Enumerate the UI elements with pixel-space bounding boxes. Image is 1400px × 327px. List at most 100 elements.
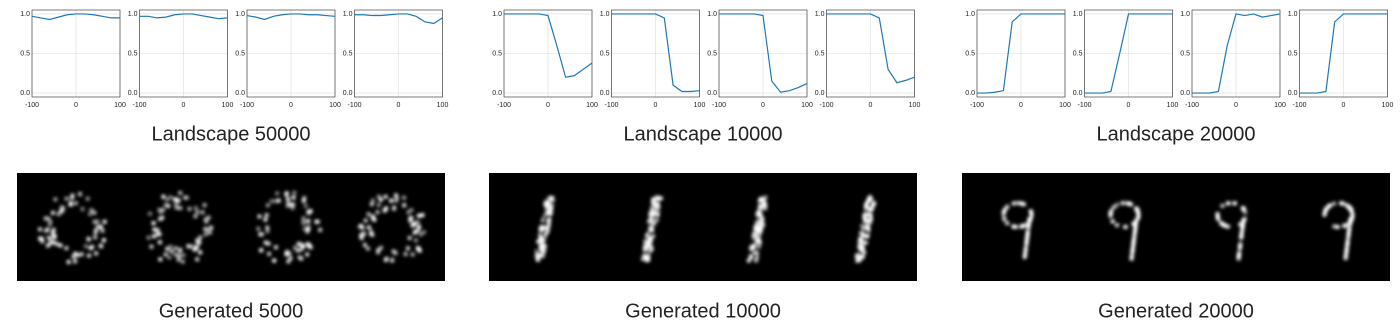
pixel <box>393 251 398 256</box>
pixel <box>1005 221 1010 226</box>
pixel <box>79 252 84 257</box>
x-tick-label: 100 <box>909 102 921 109</box>
pixel <box>305 252 310 257</box>
pixel <box>61 206 66 211</box>
pixel <box>415 220 420 225</box>
pixel <box>859 254 864 259</box>
plot-frame <box>503 9 593 98</box>
pixel <box>418 232 423 237</box>
y-tick-label: 0.0 <box>1288 90 1298 97</box>
pixel <box>402 203 407 208</box>
pixel <box>651 197 656 202</box>
pixel <box>190 244 195 249</box>
data-line <box>1084 13 1173 94</box>
pixel <box>1133 226 1138 231</box>
y-tick-label: 1.0 <box>707 11 717 18</box>
x-tick-label: -100 <box>347 102 361 109</box>
y-tick-label: 1.0 <box>1180 11 1190 18</box>
pixel <box>1232 201 1237 206</box>
pixel <box>165 197 170 202</box>
pixel <box>1023 249 1028 254</box>
pixel <box>375 210 380 215</box>
pixel <box>51 228 56 233</box>
pixel <box>306 227 311 232</box>
pixel <box>73 201 78 206</box>
pixel <box>535 253 540 258</box>
pixel <box>160 215 165 220</box>
pixel <box>420 213 425 218</box>
pixel <box>752 250 757 255</box>
pixel <box>1347 221 1352 226</box>
pixel <box>287 251 292 256</box>
pixel <box>540 237 545 242</box>
pixel <box>1015 201 1020 206</box>
pixel <box>71 254 76 259</box>
pixel <box>1027 218 1032 223</box>
pixel <box>1322 211 1327 216</box>
pixel <box>284 252 289 257</box>
x-tick-label: 0 <box>761 102 765 109</box>
pixel <box>1108 212 1113 217</box>
pixel <box>93 235 98 240</box>
pixel <box>376 194 381 199</box>
pixel <box>89 208 94 213</box>
pixel <box>370 198 375 203</box>
pixel <box>654 202 659 207</box>
y-tick-label: 0.0 <box>235 90 245 97</box>
pixel <box>868 195 873 200</box>
pixel <box>50 231 55 236</box>
pixel <box>384 206 389 211</box>
pixel <box>1129 255 1134 260</box>
pixel <box>394 198 399 203</box>
pixel <box>547 201 552 206</box>
pixel <box>66 260 71 265</box>
pixel <box>176 197 181 202</box>
pixel <box>193 214 198 219</box>
pixel <box>157 207 162 212</box>
pixel <box>1029 211 1034 216</box>
pixel <box>1024 237 1029 242</box>
pixel <box>865 212 870 217</box>
pixel <box>203 227 208 232</box>
pixel <box>651 218 656 223</box>
pixel <box>1020 201 1025 206</box>
x-tick-label: -100 <box>1185 102 1199 109</box>
pixel <box>173 201 178 206</box>
pixel <box>161 207 166 212</box>
pixel <box>544 225 549 230</box>
pixel <box>1345 244 1350 249</box>
pixel <box>544 207 549 212</box>
pixel <box>1348 218 1353 223</box>
pixel <box>1215 211 1220 216</box>
pixel <box>45 243 50 248</box>
y-tick-label: 0.5 <box>707 50 717 57</box>
pixel <box>369 202 374 207</box>
pixel <box>155 228 160 233</box>
x-tick-label: -100 <box>819 102 833 109</box>
pixel <box>650 200 655 205</box>
pixel <box>641 256 646 261</box>
x-tick-label: 0 <box>182 102 186 109</box>
pixel <box>1024 222 1029 227</box>
pixel <box>751 232 756 237</box>
x-tick-label: 100 <box>1167 102 1179 109</box>
pixel <box>77 192 82 197</box>
x-tick-label: -100 <box>1077 102 1091 109</box>
x-tick-label: 100 <box>694 102 706 109</box>
y-tick-label: 0.5 <box>128 50 138 57</box>
data-line <box>719 13 808 93</box>
pixel <box>1026 224 1031 229</box>
pixel <box>539 243 544 248</box>
pixel <box>389 198 394 203</box>
pixel <box>298 242 303 247</box>
pixel <box>195 243 200 248</box>
pixel <box>359 233 364 238</box>
pixel <box>195 210 200 215</box>
pixel <box>1115 223 1120 228</box>
pixel <box>197 240 202 245</box>
pixel <box>550 196 555 201</box>
x-tick-label: -100 <box>604 102 618 109</box>
x-tick-label: 100 <box>329 102 341 109</box>
pixel <box>1115 202 1120 207</box>
y-tick-label: 0.0 <box>1073 90 1083 97</box>
